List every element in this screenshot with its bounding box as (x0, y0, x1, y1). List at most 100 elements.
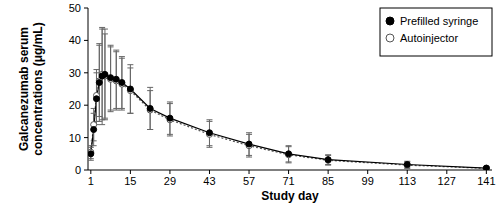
error-cap (147, 129, 153, 130)
error-cap (91, 113, 97, 114)
y-tick (84, 40, 88, 41)
error-cap (96, 121, 102, 122)
data-point (483, 165, 489, 170)
legend-marker (386, 17, 394, 25)
error-cap (96, 43, 102, 44)
x-tick-label: 127 (438, 175, 456, 187)
y-tick (84, 137, 88, 138)
x-tick-label: 141 (477, 175, 495, 187)
error-bar (102, 29, 108, 120)
data-point (206, 130, 212, 136)
error-cap (119, 110, 125, 111)
x-tick-label: 57 (243, 175, 255, 187)
x-tick (446, 170, 447, 174)
data-point (108, 75, 114, 81)
error-cap (102, 119, 108, 120)
data-point (88, 151, 94, 157)
error-cap (99, 124, 105, 125)
error-cap (127, 113, 133, 114)
error-bar (88, 146, 94, 159)
chart: 01020304050115294357718599113127141Study… (0, 0, 500, 204)
error-cap (206, 119, 212, 120)
error-cap (88, 147, 94, 148)
x-tick-label: 99 (362, 175, 374, 187)
legend-label: Autoinjector (400, 32, 458, 44)
data-point (119, 80, 125, 86)
x-tick-label: 29 (164, 175, 176, 187)
error-cap (286, 161, 292, 162)
error-cap (167, 101, 173, 102)
error-cap (147, 129, 153, 130)
error-bar (286, 146, 292, 162)
data-point (93, 96, 99, 102)
x-tick (367, 170, 368, 174)
error-cap (325, 165, 331, 166)
x-axis-label: Study day (261, 189, 319, 203)
x-tick-label: 43 (203, 175, 215, 187)
error-cap (325, 164, 331, 165)
error-bar (404, 161, 410, 167)
y-tick-label: 0 (75, 164, 81, 176)
error-bar (147, 87, 153, 129)
x-tick (169, 170, 170, 174)
y-tick (84, 72, 88, 73)
x-tick (249, 170, 250, 174)
y-axis-label: Galcanezumab serumconcentrations (μg/mL) (17, 22, 45, 155)
error-bar (113, 50, 119, 108)
error-bar (325, 155, 331, 165)
error-cap (113, 110, 119, 111)
x-tick (407, 170, 408, 174)
x-tick (209, 170, 210, 174)
data-point (325, 157, 331, 163)
y-tick-label: 10 (69, 132, 81, 144)
y-axis-label-line: concentrations (μg/mL) (31, 22, 45, 155)
x-tick-label: 71 (282, 175, 294, 187)
error-cap (246, 132, 252, 133)
y-tick (84, 8, 88, 9)
error-cap (147, 87, 153, 88)
x-tick (328, 170, 329, 174)
error-bar (286, 147, 292, 163)
error-cap (119, 56, 125, 57)
y-tick-label: 40 (69, 34, 81, 46)
error-bar (325, 155, 331, 165)
data-point (325, 157, 331, 163)
error-bar (167, 102, 173, 134)
error-cap (286, 162, 292, 163)
series-line (91, 74, 487, 168)
error-cap (93, 69, 99, 70)
error-cap (88, 160, 94, 161)
error-cap (167, 135, 173, 136)
data-point (286, 152, 292, 158)
y-tick (84, 105, 88, 106)
error-cap (246, 155, 252, 156)
error-bar (206, 120, 212, 146)
x-tick (130, 170, 131, 174)
series-line (91, 74, 487, 168)
legend-box (380, 8, 492, 56)
data-point (483, 165, 489, 170)
error-bar (91, 113, 97, 145)
x-tick (486, 170, 487, 174)
error-cap (325, 154, 331, 155)
error-cap (93, 72, 99, 73)
legend: Prefilled syringe Autoinjector (380, 8, 492, 56)
data-point (113, 76, 119, 82)
x-axis (88, 170, 492, 171)
error-cap (91, 145, 97, 146)
data-point (96, 80, 102, 86)
error-cap (246, 157, 252, 158)
x-tick (90, 170, 91, 174)
x-tick-label: 85 (322, 175, 334, 187)
error-cap (108, 45, 114, 46)
data-point (404, 162, 410, 168)
y-tick (84, 170, 88, 171)
data-point (102, 71, 108, 77)
x-tick-label: 113 (398, 175, 416, 187)
error-cap (108, 111, 114, 112)
data-point (167, 115, 173, 121)
data-point (127, 86, 133, 92)
x-tick (288, 170, 289, 174)
legend-label: Prefilled syringe (400, 15, 478, 27)
legend-marker (386, 34, 394, 42)
